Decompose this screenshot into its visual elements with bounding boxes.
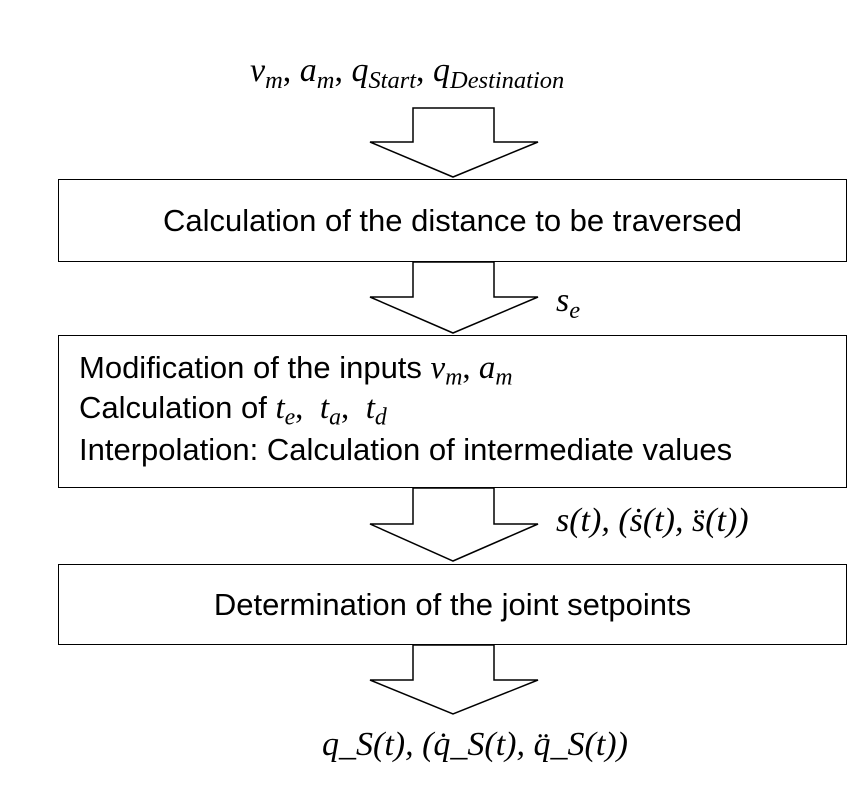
arrow-step2-to-step3 <box>369 487 539 562</box>
step-joint-setpoints-label: Determination of the joint setpoints <box>213 586 692 622</box>
label-se: se <box>556 282 581 324</box>
step2-line-modification: Modification of the inputs vm, am <box>79 350 513 391</box>
label-trajectory: s(t), (ṡ(t), s̈(t)) <box>556 502 749 539</box>
step2-line-interpolation: Interpolation: Calculation of intermedia… <box>79 432 733 467</box>
step-joint-setpoints: Determination of the joint setpoints <box>58 564 847 645</box>
input-variables: vm, am, qStart, qDestination <box>250 52 565 94</box>
arrow-inputs-to-step1 <box>369 107 539 178</box>
output-variables: q_S(t), (q̇_S(t), q̈_S(t)) <box>322 726 628 763</box>
step-distance-calculation-label: Calculation of the distance to be traver… <box>162 202 742 238</box>
arrow-step1-to-step2 <box>369 261 539 334</box>
arrow-step3-to-outputs <box>369 644 539 715</box>
step2-line-times: Calculation of te, ta, td <box>79 390 387 431</box>
step-distance-calculation: Calculation of the distance to be traver… <box>58 179 847 262</box>
step-modification-interpolation: Modification of the inputs vm, am Calcul… <box>58 335 847 488</box>
